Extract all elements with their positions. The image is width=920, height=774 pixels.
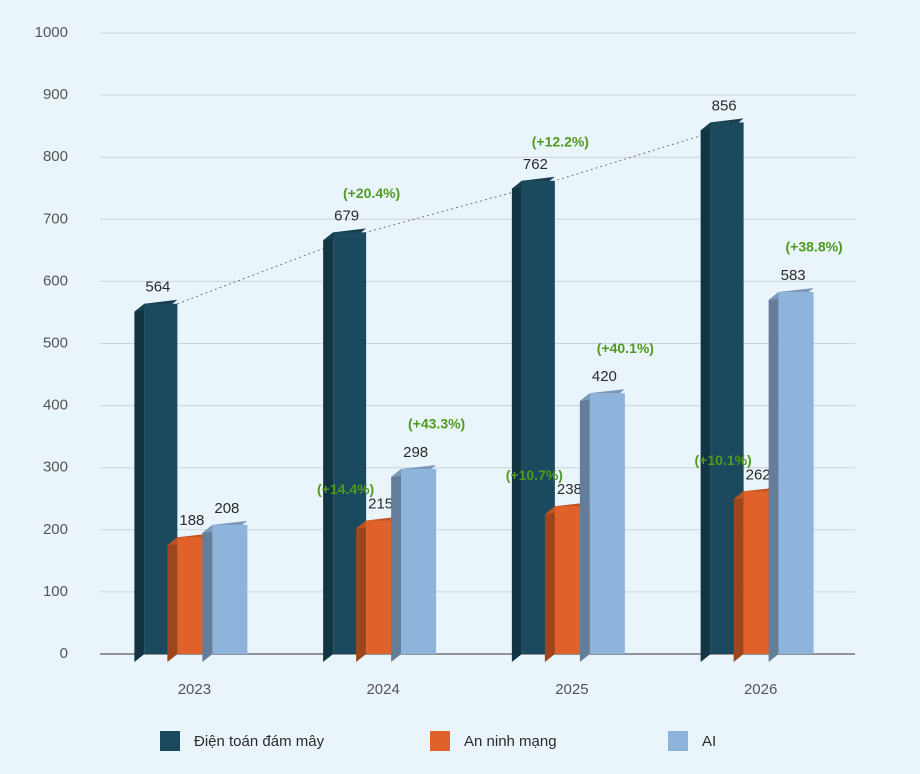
- legend-label: AI: [702, 733, 716, 750]
- y-tick-label: 100: [43, 583, 68, 600]
- y-tick-label: 400: [43, 397, 68, 414]
- bar-side: [202, 524, 213, 662]
- bar-side: [700, 122, 711, 662]
- bar-side: [733, 491, 744, 662]
- legend-label: Điện toán đám mây: [194, 733, 325, 750]
- growth-label: (+10.7%): [506, 467, 563, 483]
- x-tick-label: 2025: [555, 681, 588, 698]
- value-label: 856: [712, 97, 737, 114]
- legend-swatch: [160, 731, 180, 751]
- y-tick-label: 0: [60, 645, 68, 662]
- x-tick-label: 2026: [744, 681, 777, 698]
- bar-side: [544, 506, 555, 662]
- value-label: 208: [214, 500, 239, 517]
- bar-side: [323, 232, 334, 662]
- value-label: 215: [368, 495, 393, 512]
- legend-swatch: [430, 731, 450, 751]
- bar-side: [134, 303, 145, 662]
- value-label: 762: [523, 156, 548, 173]
- bar-side: [768, 291, 779, 662]
- growth-label: (+20.4%): [343, 185, 400, 201]
- y-tick-label: 500: [43, 334, 68, 351]
- y-tick-label: 900: [43, 86, 68, 103]
- growth-label: (+43.3%): [408, 416, 465, 432]
- y-tick-label: 1000: [35, 24, 68, 41]
- growth-label: (+12.2%): [532, 134, 589, 150]
- growth-label: (+38.8%): [786, 239, 843, 255]
- y-tick-label: 200: [43, 521, 68, 538]
- legend-swatch: [668, 731, 688, 751]
- bar-side: [167, 537, 178, 662]
- y-tick-label: 300: [43, 459, 68, 476]
- bar-side: [511, 180, 522, 662]
- value-label: 420: [592, 368, 617, 385]
- growth-label: (+10.1%): [695, 452, 752, 468]
- bar: [589, 393, 625, 654]
- value-label: 679: [334, 207, 359, 224]
- trend-line: [177, 121, 744, 305]
- bar: [401, 468, 437, 654]
- value-label: 298: [403, 444, 428, 461]
- value-label: 262: [746, 466, 771, 483]
- y-tick-label: 700: [43, 210, 68, 227]
- bar: [778, 291, 814, 654]
- growth-label: (+40.1%): [597, 340, 654, 356]
- y-tick-label: 600: [43, 272, 68, 289]
- bar: [212, 524, 248, 654]
- x-tick-label: 2023: [178, 681, 211, 698]
- bar-side: [391, 468, 402, 662]
- value-label: 583: [781, 267, 806, 284]
- value-label: 238: [557, 481, 582, 498]
- legend-label: An ninh mạng: [464, 733, 557, 750]
- bar-side: [579, 393, 590, 662]
- value-label: 188: [179, 512, 204, 529]
- growth-label: (+14.4%): [317, 481, 374, 497]
- x-tick-label: 2024: [366, 681, 399, 698]
- value-label: 564: [145, 279, 170, 296]
- bar-side: [356, 520, 367, 662]
- y-tick-label: 800: [43, 148, 68, 165]
